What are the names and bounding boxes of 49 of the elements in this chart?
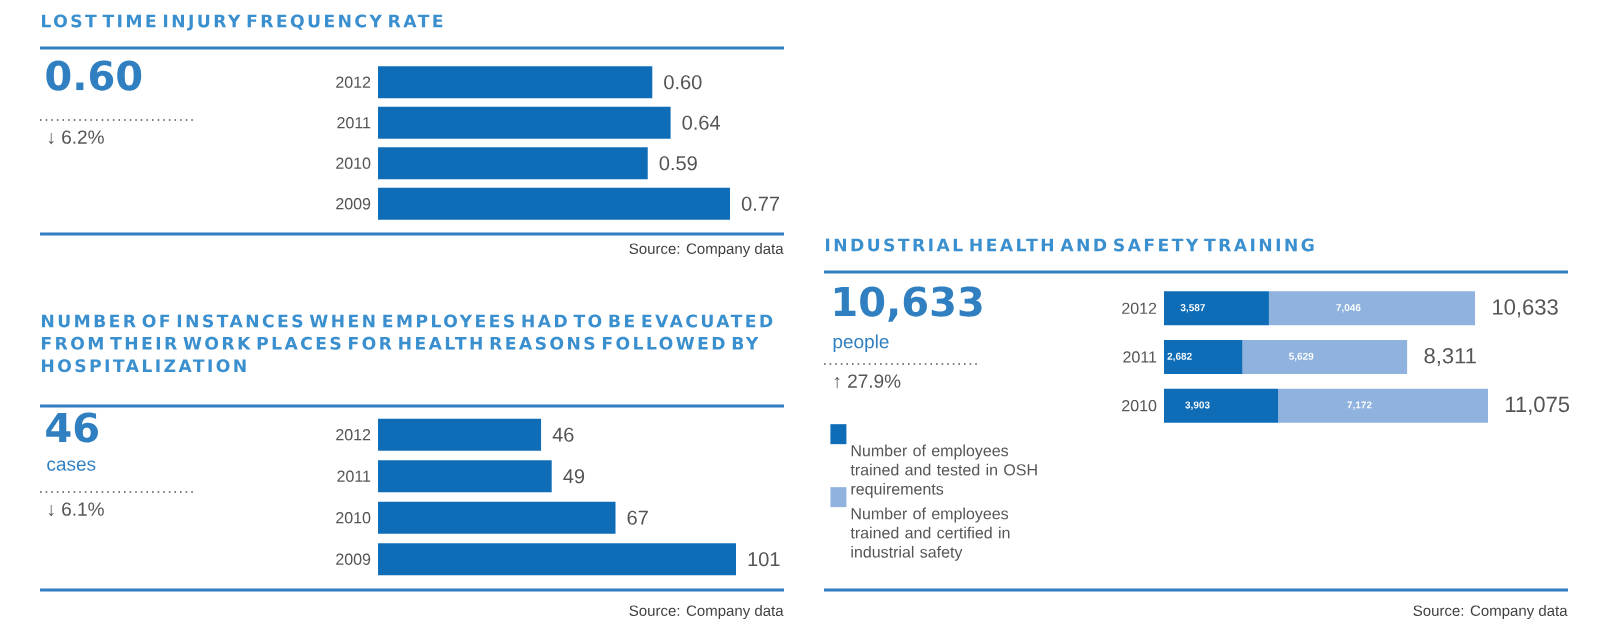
y-tick-label: 2010 [1122, 399, 1157, 412]
text: 46 [46, 412, 98, 443]
y-tick-label: 2011 [1123, 351, 1157, 363]
text: ↑ 27.9% [834, 374, 901, 389]
text: 10,633 [834, 286, 982, 322]
bar [378, 187, 731, 220]
bar [378, 147, 648, 180]
text: people [833, 334, 889, 353]
bar [1278, 388, 1488, 423]
data-label: 46 [552, 427, 574, 442]
bar [378, 106, 671, 139]
chart-title: NUMBER OF INSTANCES WHEN EMPLOYEES HAD TO BE EVACUATED FROM THEIR WORK PLACES FOR HEALTH REASONS FOLLOWED BY HOSPITALIZATION [42, 314, 773, 373]
legend-label: Number of employees trained and certified in industrial safety [850, 507, 1010, 561]
bar [1268, 291, 1476, 326]
text: ↓ 6.1% [48, 502, 104, 517]
text: 0.60 [46, 60, 142, 91]
bar [378, 543, 737, 576]
data-label: 0.60 [664, 75, 702, 90]
bar [1164, 291, 1269, 326]
data-label: 0.77 [741, 196, 780, 211]
bar [378, 66, 653, 99]
bar [378, 418, 542, 451]
y-tick-label: 2012 [336, 76, 371, 88]
total-label: 11,075 [1506, 396, 1570, 415]
bar [1164, 339, 1243, 374]
y-tick-label: 2011 [337, 117, 371, 129]
text: cases [47, 460, 96, 471]
text: ↓ 6.2% [48, 130, 104, 145]
y-tick-label: 2009 [336, 198, 371, 210]
y-tick-label: 2010 [336, 512, 371, 524]
bar [1242, 339, 1408, 374]
y-tick-label: 2011 [337, 470, 371, 482]
legend-label: Number of employees trained and tested in OSH requirements [850, 444, 1037, 498]
y-tick-label: 2012 [336, 429, 371, 441]
data-label: 0.59 [659, 156, 697, 171]
y-tick-label: 2009 [336, 553, 371, 565]
chart-title: INDUSTRIAL HEALTH AND SAFETY TRAINING [825, 238, 1314, 252]
bar [378, 460, 552, 493]
y-tick-label: 2012 [1122, 302, 1157, 314]
data-label: 67 [627, 510, 648, 525]
bar [1164, 388, 1279, 423]
chart-title: LOST TIME INJURY FREQUENCY RATE [42, 14, 443, 31]
data-label: 0.64 [682, 115, 720, 130]
total-label: 8,311 [1424, 347, 1476, 367]
total-label: 10,633 [1493, 299, 1558, 318]
bar [378, 501, 616, 534]
y-tick-label: 2010 [336, 157, 371, 169]
data-label: 49 [563, 469, 585, 484]
data-label: 101 [748, 552, 780, 567]
